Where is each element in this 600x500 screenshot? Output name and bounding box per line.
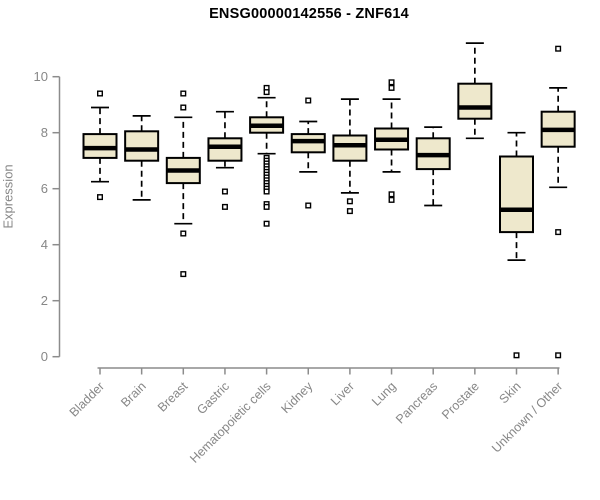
x-tick-label: Lung (369, 379, 399, 409)
boxplot-pancreas (415, 126, 451, 207)
outlier-marker (346, 208, 353, 215)
outlier-marker (180, 230, 187, 237)
outlier-marker (180, 271, 187, 278)
outlier-marker (555, 352, 562, 359)
boxplot-unknown-other (540, 45, 576, 359)
outlier-marker (263, 89, 270, 96)
x-tick-label: Breast (155, 379, 191, 415)
iqr-box (457, 82, 493, 120)
outlier-marker (263, 220, 270, 227)
x-tick-label: Kidney (278, 379, 315, 416)
outlier-marker (388, 196, 395, 203)
outlier-marker (180, 90, 187, 97)
outlier-marker (180, 104, 187, 111)
x-tick-label: Pancreas (393, 379, 440, 426)
x-tick-label: Bladder (67, 379, 107, 419)
x-tick-label: Prostate (439, 379, 482, 422)
boxplot-skin (499, 131, 534, 359)
boxplot-kidney (290, 97, 326, 209)
outlier-marker (555, 45, 562, 52)
outlier-marker (221, 203, 228, 210)
iqr-box (332, 134, 368, 162)
y-tick-label: 6 (41, 181, 48, 196)
outlier-marker (513, 352, 520, 359)
x-tick-label: Hematopoietic cells (187, 379, 274, 466)
outlier-marker (305, 202, 312, 209)
outlier-marker (263, 188, 270, 195)
outlier-marker (221, 188, 228, 195)
outlier-marker (388, 79, 395, 86)
outlier-marker (305, 97, 312, 104)
outlier-marker (96, 194, 103, 201)
boxplot-breast (165, 90, 201, 278)
iqr-box (499, 155, 534, 234)
y-tick-label: 0 (41, 349, 48, 364)
y-tick-label: 10 (34, 69, 48, 84)
x-tick-label: Liver (328, 379, 357, 408)
boxplot-bladder (82, 90, 118, 201)
iqr-box (124, 130, 160, 162)
outlier-marker (346, 198, 353, 205)
y-axis: 0 2 4 6 8 10 (34, 69, 61, 364)
y-tick-label: 8 (41, 125, 48, 140)
outlier-marker (388, 84, 395, 91)
outlier-marker (96, 90, 103, 97)
boxplot-liver (332, 98, 368, 215)
boxplot-lung (374, 79, 410, 203)
outlier-marker (263, 203, 270, 210)
boxplot-gastric (207, 110, 243, 210)
y-tick-label: 2 (41, 293, 48, 308)
outlier-marker (388, 191, 395, 198)
y-tick-label: 4 (41, 237, 48, 252)
boxplot-brain (124, 115, 160, 201)
outlier-marker (555, 229, 562, 236)
x-tick-label: Skin (497, 379, 524, 406)
boxplot-prostate (457, 42, 493, 140)
x-tick-label: Brain (118, 379, 149, 410)
boxplot-hematopoietic-cells (249, 84, 285, 227)
iqr-box (207, 137, 243, 162)
chart-title: ENSG00000142556 - ZNF614 (209, 6, 409, 22)
x-tick-label: Unknown / Other (489, 379, 565, 455)
x-tick-label: Gastric (194, 379, 232, 417)
